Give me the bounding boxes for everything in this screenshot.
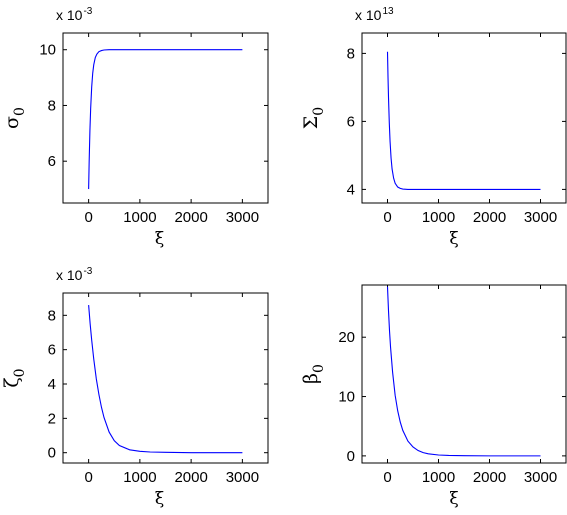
y-tick-label-beta: 0 (347, 448, 355, 465)
subplot-zeta: 0 1000 2000 3000 0 2 4 6 8 ξ ζ0 x 10-3 (1, 266, 269, 509)
x-axis-label-zeta: ξ (155, 489, 164, 509)
x-tick-label-capital-sigma: 0 (383, 209, 391, 226)
x-tick-label-zeta: 1000 (123, 469, 156, 486)
y-tick-label-zeta: 2 (48, 410, 56, 427)
subplot-capital-sigma: 0 1000 2000 3000 4 6 8 ξ Σ0 x 1013 (300, 6, 567, 249)
x-tick-label-zeta: 3000 (226, 469, 259, 486)
x-axis-label-beta: ξ (449, 489, 458, 509)
subplot-beta: 0 1000 2000 3000 0 10 20 ξ β0 (300, 284, 567, 509)
y-axis-label-sigma: σ0 (1, 107, 28, 129)
exponent-multiplier-capital-sigma: x 1013 (355, 6, 394, 23)
y-axis-label-beta: β0 (300, 364, 327, 384)
x-tick-label-capital-sigma: 3000 (524, 209, 557, 226)
x-tick-label-sigma: 1000 (123, 209, 156, 226)
plot-frame-zeta (62, 292, 269, 464)
y-tick-label-zeta: 8 (48, 307, 56, 324)
y-tick-label-capital-sigma: 4 (347, 181, 355, 198)
y-tick-label-beta: 20 (338, 329, 355, 346)
x-tick-label-beta: 3000 (524, 469, 557, 486)
x-axis-label-sigma: ξ (155, 229, 164, 249)
plot-frame-beta (361, 284, 567, 464)
plot-frame-capital-sigma (361, 32, 567, 204)
y-axis-label-capital-sigma: Σ0 (300, 107, 327, 129)
y-tick-label-capital-sigma: 8 (347, 45, 355, 62)
y-tick-label-zeta: 4 (48, 376, 56, 393)
x-tick-label-beta: 1000 (422, 469, 455, 486)
x-tick-label-sigma: 3000 (226, 209, 259, 226)
x-tick-label-beta: 0 (383, 469, 391, 486)
x-tick-label-zeta: 2000 (174, 469, 207, 486)
y-tick-label-zeta: 0 (48, 445, 56, 462)
series-line-capital-sigma (386, 51, 541, 190)
y-tick-label-beta: 10 (338, 389, 355, 406)
x-axis-label-capital-sigma: ξ (449, 229, 458, 249)
x-tick-label-sigma: 2000 (174, 209, 207, 226)
x-tick-label-zeta: 0 (84, 469, 92, 486)
plot-frame-sigma (62, 32, 269, 204)
y-tick-label-sigma: 8 (48, 97, 56, 114)
series-line-zeta (88, 304, 243, 454)
series-line-sigma (88, 49, 243, 190)
x-tick-label-beta: 2000 (473, 469, 506, 486)
y-tick-label-capital-sigma: 6 (347, 113, 355, 130)
y-axis-label-zeta: ζ0 (1, 368, 28, 387)
y-tick-label-zeta: 6 (48, 342, 56, 359)
exponent-multiplier-sigma: x 10-3 (56, 6, 93, 23)
subplot-sigma: 0 1000 2000 3000 6 8 10 ξ σ0 x 10-3 (1, 6, 269, 249)
y-tick-label-sigma: 10 (39, 42, 56, 59)
x-tick-label-capital-sigma: 1000 (422, 209, 455, 226)
y-tick-label-sigma: 6 (48, 153, 56, 170)
exponent-multiplier-zeta: x 10-3 (56, 266, 93, 283)
x-tick-label-sigma: 0 (84, 209, 92, 226)
x-tick-label-capital-sigma: 2000 (473, 209, 506, 226)
series-line-beta (386, 286, 541, 457)
